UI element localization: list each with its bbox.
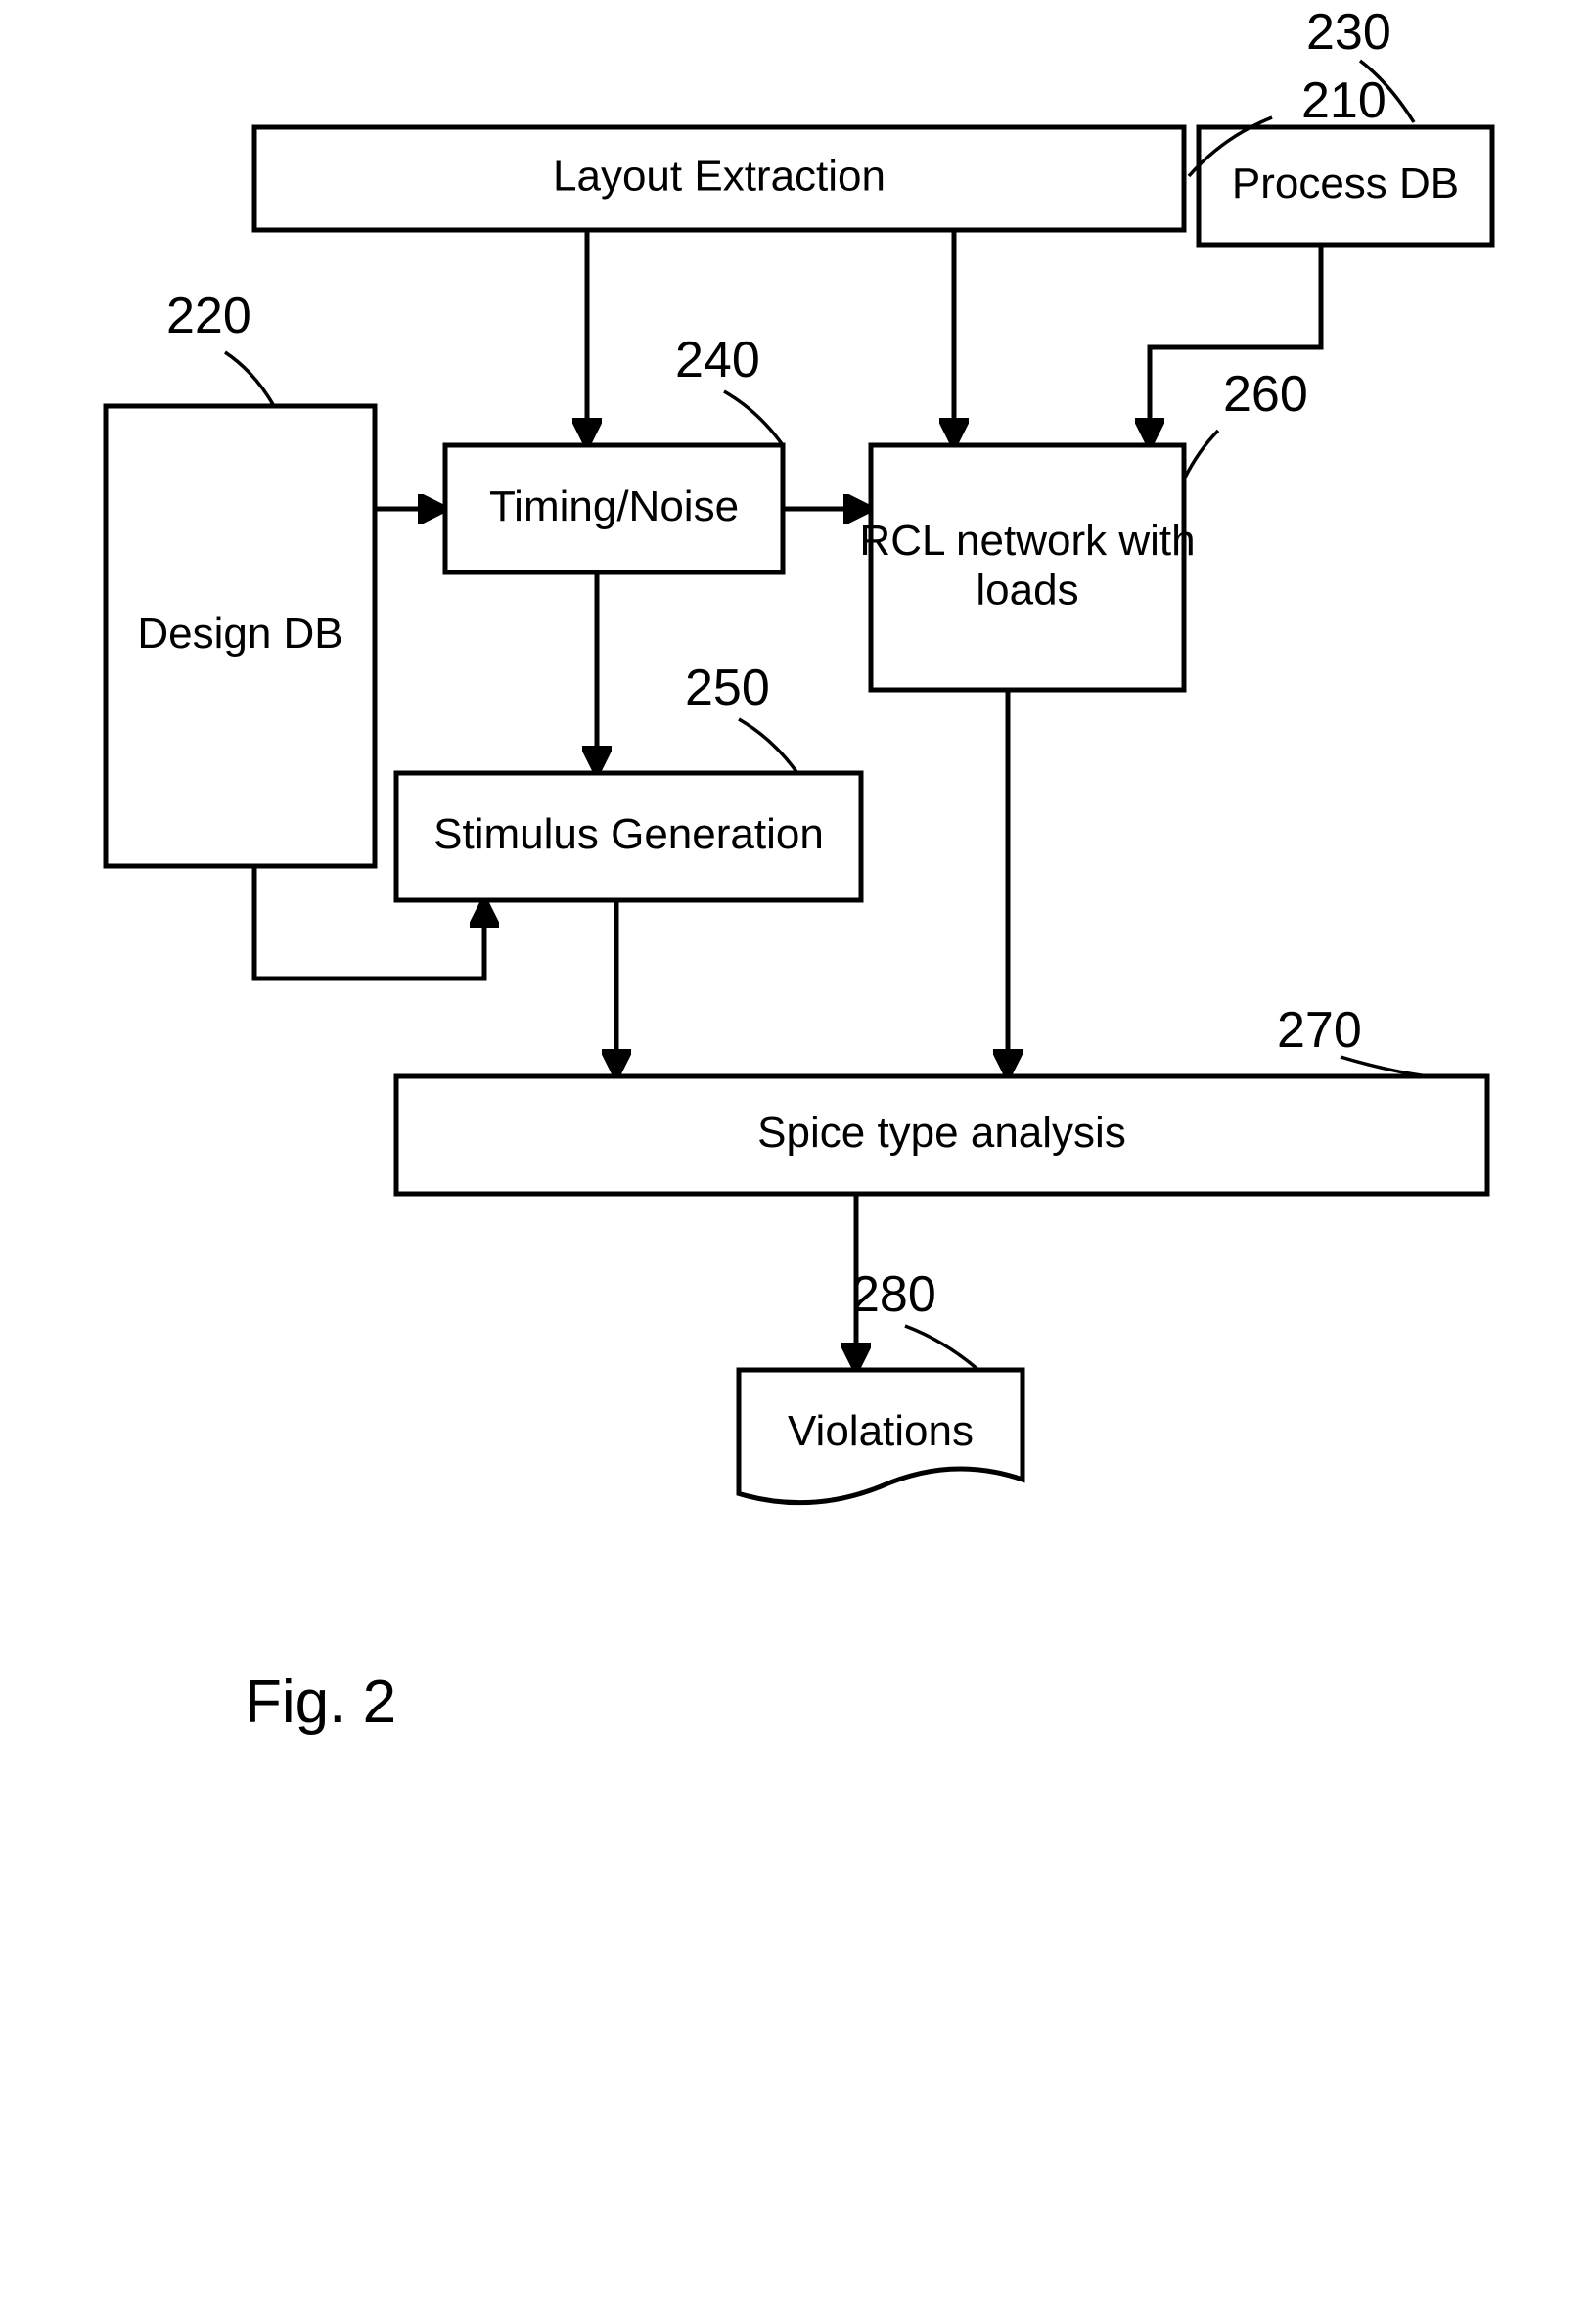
node-label-layout_extraction: Layout Extraction (553, 153, 886, 201)
ref-process_db: 230 (1306, 4, 1391, 61)
node-label-violations: Violations (788, 1407, 974, 1455)
leader-timing_noise (724, 391, 783, 445)
ref-rcl_network: 260 (1223, 366, 1308, 423)
ref-violations: 280 (851, 1266, 936, 1323)
leader-violations (905, 1326, 978, 1370)
node-label-spice: Spice type analysis (757, 1109, 1126, 1157)
node-label-design_db: Design DB (137, 610, 342, 658)
node-label-process_db: Process DB (1232, 159, 1459, 207)
node-label-rcl_network: loads (976, 566, 1078, 614)
node-spice: Spice type analysis (396, 1076, 1487, 1194)
node-label-timing_noise: Timing/Noise (489, 482, 739, 530)
ref-spice: 270 (1277, 1002, 1362, 1059)
ref-layout_extraction: 210 (1301, 72, 1386, 129)
node-process_db: Process DB (1199, 127, 1492, 245)
ref-stimulus_gen: 250 (685, 660, 770, 716)
leader-stimulus_gen (739, 719, 797, 773)
figure-label: Fig. 2 (245, 1668, 396, 1736)
node-stimulus_gen: Stimulus Generation (396, 773, 861, 900)
flowchart-diagram: Layout Extraction Design DB Process DB Timi… (0, 0, 1591, 2324)
node-violations: Violations (739, 1370, 1023, 1503)
node-label-stimulus_gen: Stimulus Generation (433, 810, 824, 858)
leader-spice (1341, 1057, 1429, 1076)
ref-timing_noise: 240 (675, 332, 760, 388)
node-label-rcl_network: RCL network with (859, 517, 1195, 565)
node-layout_extraction: Layout Extraction (254, 127, 1184, 230)
nodes-layer: Layout Extraction Design DB Process DB Timi… (106, 127, 1492, 1503)
node-rcl_network: RCL network withloads (859, 445, 1195, 690)
node-timing_noise: Timing/Noise (445, 445, 783, 572)
node-design_db: Design DB (106, 406, 375, 866)
leader-design_db (225, 352, 274, 406)
ref-design_db: 220 (166, 288, 251, 344)
leader-rcl_network (1184, 431, 1218, 479)
